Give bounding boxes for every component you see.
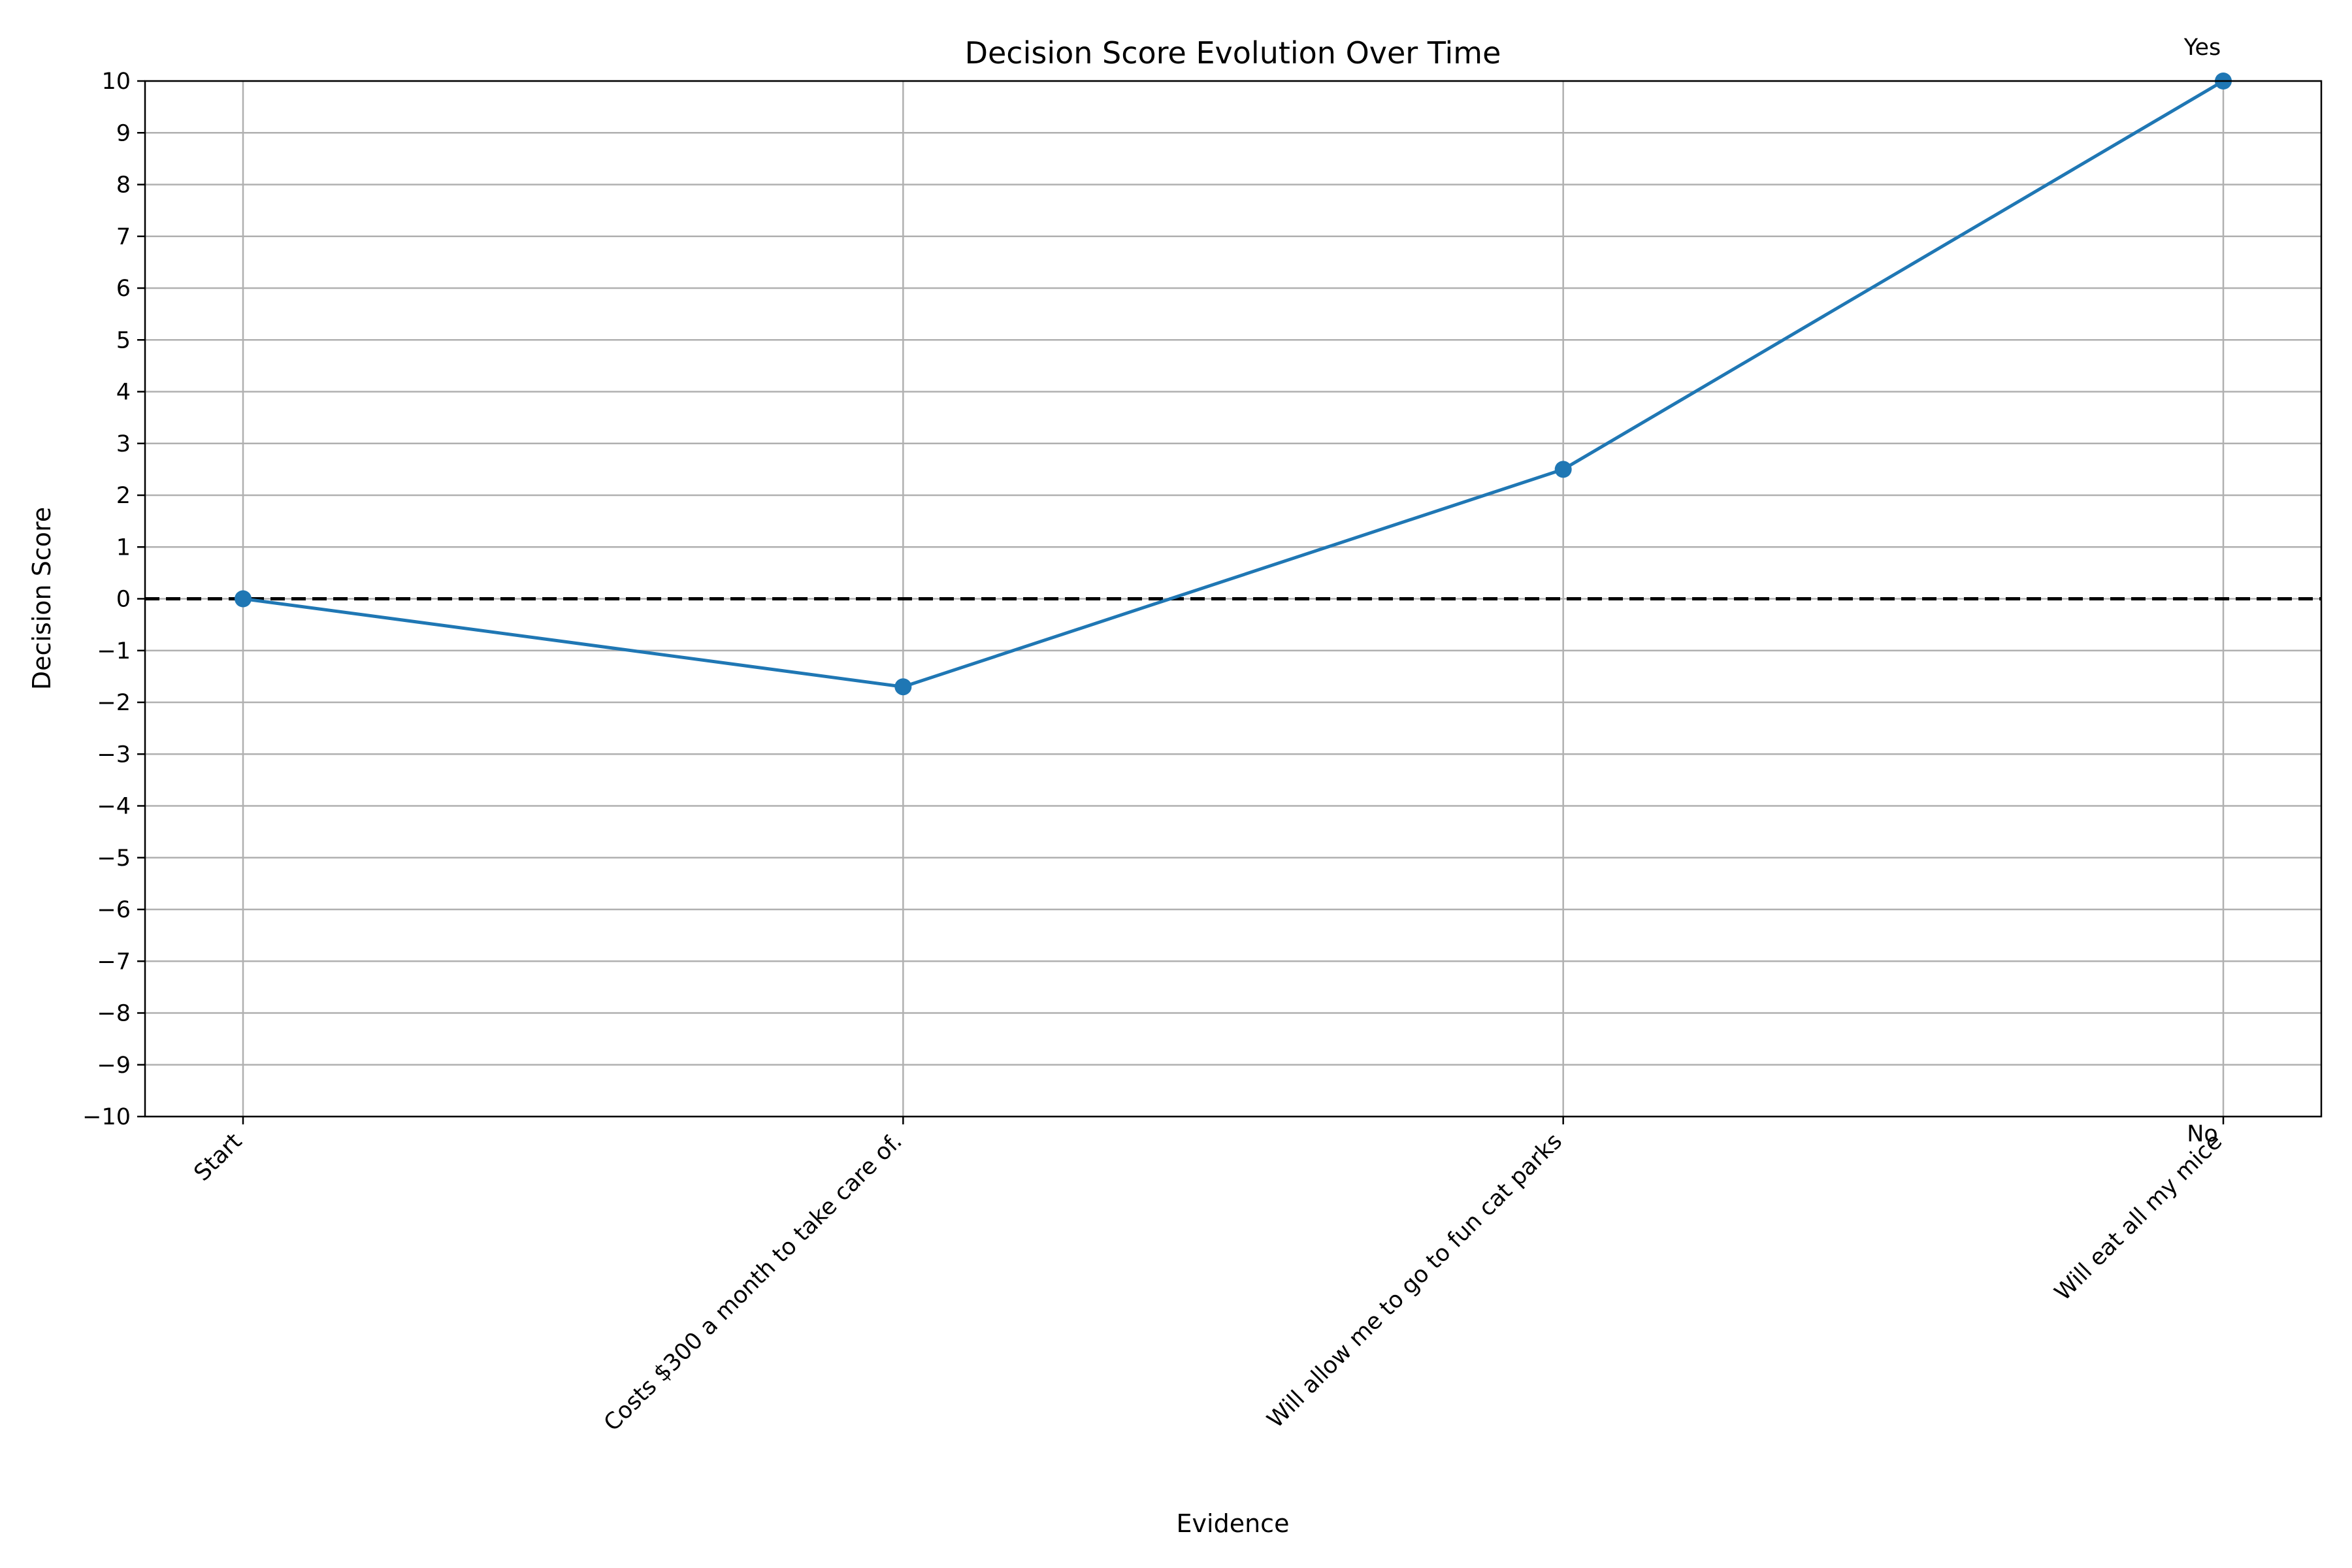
y-axis-title: Decision Score (27, 507, 56, 690)
y-tick-label: 8 (116, 172, 131, 199)
y-tick-label: 3 (116, 431, 131, 457)
y-tick-label: 4 (116, 380, 131, 406)
series-line (242, 79, 2225, 689)
y-tick-label: 5 (116, 327, 131, 353)
y-tick-label: −1 (97, 638, 131, 664)
y-tick-label: −6 (97, 897, 131, 923)
threshold-label-yes: Yes (2183, 35, 2221, 61)
annotations: Yes No (2183, 35, 2221, 1147)
y-tick-label: −7 (97, 949, 131, 975)
series-layer (235, 73, 2232, 696)
y-tick-label: 0 (116, 587, 131, 613)
y-tick-label: −4 (97, 794, 131, 820)
data-point (235, 590, 252, 608)
y-tick-label: −2 (97, 690, 131, 716)
y-tick-label: 6 (116, 276, 131, 302)
data-point (1554, 461, 1572, 478)
y-tick-label: 7 (116, 224, 131, 250)
data-point (894, 678, 912, 696)
x-axis-title: Evidence (1177, 1509, 1290, 1538)
y-tick-label: −3 (97, 742, 131, 768)
y-tick-label: 1 (116, 534, 131, 561)
threshold-label-no: No (2187, 1121, 2218, 1147)
y-tick-label: −5 (97, 845, 131, 872)
y-tick-label: 2 (116, 483, 131, 509)
y-tick-label: −8 (97, 1001, 131, 1027)
y-tick-label: −9 (97, 1053, 131, 1079)
y-tick-label: −10 (82, 1104, 131, 1130)
y-tick-label: 10 (101, 69, 131, 95)
chart-title: Decision Score Evolution Over Time (965, 35, 1501, 71)
y-tick-label: 9 (116, 120, 131, 146)
